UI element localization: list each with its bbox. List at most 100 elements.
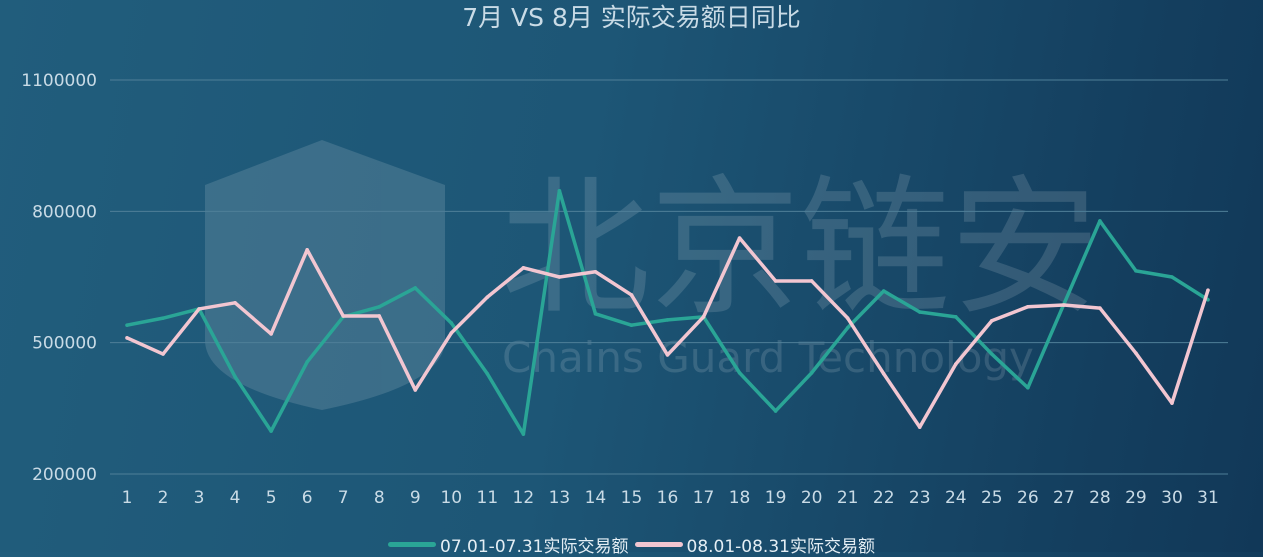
x-tick-label: 21 — [837, 488, 859, 508]
x-tick-label: 16 — [657, 488, 679, 508]
data-point — [485, 371, 490, 376]
data-point — [809, 279, 814, 283]
data-point — [990, 352, 994, 356]
data-point — [1170, 401, 1174, 405]
data-point — [881, 289, 886, 293]
y-tick-label: 1100000 — [21, 71, 97, 91]
data-point — [413, 286, 418, 290]
legend-item-july[interactable]: 07.01-07.31实际交易额 — [388, 532, 629, 557]
x-tick-label: 23 — [909, 488, 931, 508]
x-tick-label: 4 — [230, 488, 241, 508]
data-point — [305, 248, 309, 252]
x-tick-label: 1 — [122, 488, 133, 508]
x-tick-label: 6 — [302, 488, 313, 508]
x-tick-label: 8 — [374, 488, 385, 508]
data-point — [593, 269, 598, 274]
x-tick-label: 5 — [266, 488, 277, 508]
data-point — [161, 316, 165, 320]
data-point — [161, 352, 165, 356]
chart-title: 7月 VS 8月 实际交易额日同比 — [462, 3, 801, 32]
data-point — [1062, 303, 1066, 307]
x-tick-label: 30 — [1161, 488, 1183, 508]
data-point — [845, 316, 850, 320]
x-tick-label: 2 — [158, 488, 169, 508]
legend: 07.01-07.31实际交易额 08.01-08.31实际交易额 — [0, 532, 1263, 557]
data-point — [197, 307, 201, 311]
y-tick-label: 500000 — [32, 334, 97, 354]
data-point — [1170, 275, 1174, 279]
legend-label: 07.01-07.31实际交易额 — [440, 537, 629, 557]
y-tick-label: 800000 — [32, 202, 97, 222]
data-point — [701, 315, 706, 319]
data-point — [953, 362, 958, 366]
legend-label: 08.01-08.31实际交易额 — [686, 537, 875, 557]
x-tick-label: 18 — [729, 488, 751, 508]
data-point — [125, 323, 129, 327]
watermark-en: Chains Guard Technology — [502, 333, 1034, 382]
data-point — [233, 301, 237, 305]
x-tick-label: 7 — [338, 488, 349, 508]
x-tick-label: 10 — [440, 488, 462, 508]
data-point — [269, 332, 273, 336]
x-tick-label: 31 — [1197, 488, 1219, 508]
data-point — [1098, 219, 1102, 223]
data-point — [809, 371, 814, 375]
data-point — [1098, 306, 1102, 310]
x-tick-label: 29 — [1125, 488, 1147, 508]
legend-item-august[interactable]: 08.01-08.31实际交易额 — [634, 532, 875, 557]
data-point — [737, 236, 742, 240]
x-tick-label: 15 — [621, 488, 643, 508]
x-tick-label: 17 — [693, 488, 715, 508]
x-tick-label: 25 — [981, 488, 1003, 508]
data-point — [269, 429, 273, 433]
data-point — [521, 432, 526, 436]
data-point — [917, 425, 922, 429]
data-point — [737, 371, 742, 375]
data-point — [773, 279, 778, 283]
data-point — [990, 318, 994, 323]
data-point — [449, 321, 454, 325]
x-tick-label: 19 — [765, 488, 787, 508]
data-point — [1134, 351, 1138, 355]
data-point — [341, 314, 346, 318]
data-point — [485, 295, 490, 299]
legend-swatch — [388, 542, 437, 547]
data-point — [881, 371, 886, 376]
data-point — [773, 409, 778, 413]
data-point — [953, 315, 958, 319]
x-tick-label: 27 — [1053, 488, 1075, 508]
data-point — [557, 188, 562, 193]
data-point — [1206, 288, 1210, 292]
shield-logo-icon — [205, 140, 445, 410]
x-tick-label: 9 — [410, 488, 421, 508]
data-point — [845, 325, 850, 330]
x-tick-label: 20 — [801, 488, 823, 508]
data-point — [593, 311, 598, 316]
x-tick-label: 22 — [873, 488, 895, 508]
data-point — [449, 331, 454, 335]
data-point — [377, 314, 382, 318]
watermark-cn: 北京链安 — [500, 162, 1100, 336]
x-tick-label: 24 — [945, 488, 967, 508]
data-point — [1206, 297, 1210, 302]
x-tick-label: 12 — [513, 488, 535, 508]
x-tick-label: 11 — [477, 488, 499, 508]
data-point — [917, 310, 922, 314]
data-point — [557, 275, 562, 279]
data-point — [1026, 385, 1030, 390]
x-tick-label: 26 — [1017, 488, 1039, 508]
x-tick-label: 14 — [585, 488, 607, 508]
data-point — [1134, 269, 1138, 273]
data-point — [629, 293, 634, 297]
legend-swatch — [634, 542, 683, 547]
x-tick-label: 13 — [549, 488, 571, 508]
data-point — [233, 375, 237, 379]
data-point — [521, 266, 526, 270]
y-tick-label: 200000 — [32, 465, 97, 485]
data-point — [629, 323, 634, 327]
data-point — [125, 336, 129, 340]
x-tick-label: 28 — [1089, 488, 1111, 508]
data-point — [305, 360, 309, 364]
